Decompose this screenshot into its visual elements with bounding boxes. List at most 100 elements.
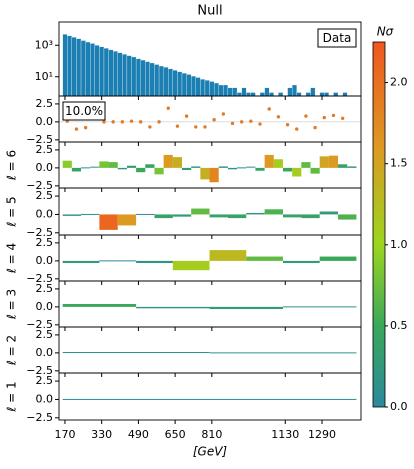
point [184, 114, 189, 118]
segment-bar [237, 167, 247, 169]
segment-bar [319, 156, 329, 168]
y-tick-label: 2.5 [36, 328, 54, 341]
segment-bar [292, 167, 302, 177]
panel-frame [58, 372, 362, 421]
histogram-bar [223, 84, 229, 97]
segment-bar [163, 154, 173, 168]
histogram-bar [264, 87, 270, 97]
point [120, 120, 125, 124]
point [157, 120, 161, 124]
segment-bar [71, 167, 82, 172]
panel-label: ℓ = 6 [5, 150, 19, 181]
x-tick-label: 490 [128, 428, 149, 441]
segment-bar [209, 250, 247, 261]
histogram-bar [236, 92, 242, 97]
histogram-bar [76, 38, 82, 97]
panel-label: ℓ = 3 [5, 289, 19, 320]
segment-bar [209, 214, 228, 218]
segment-bar [328, 155, 339, 168]
segment-bar [246, 256, 283, 261]
segment-bar [282, 260, 320, 264]
histogram-bar [145, 61, 151, 97]
histogram-bar [99, 46, 105, 97]
segment-bar [338, 214, 357, 220]
y-tick-label: −2.5 [26, 272, 53, 285]
colorbar-tick-label: 1.0 [390, 238, 408, 251]
segment-bar [246, 166, 256, 168]
point [138, 120, 143, 124]
point [230, 121, 235, 126]
histogram-bar [209, 81, 215, 97]
histogram-bar [296, 92, 302, 97]
segment-bar [218, 166, 228, 168]
histogram-bar [181, 72, 187, 97]
segment-bar [99, 260, 137, 262]
point [322, 115, 326, 120]
segment-bar [191, 166, 201, 168]
point [331, 113, 336, 118]
y-tick-label: −2.5 [26, 179, 53, 192]
y-tick-label: 0.0 [36, 346, 54, 359]
panel-label: ℓ = 2 [5, 335, 19, 366]
segment-bar [62, 304, 137, 307]
segment-bar [117, 214, 137, 226]
histogram-bar [94, 45, 100, 97]
histogram-bar [186, 74, 192, 97]
histogram-bar [232, 87, 238, 97]
histogram-bar [154, 64, 160, 97]
x-axis-label: [GeV] [193, 445, 228, 459]
y-tick-label: 2.5 [36, 143, 54, 156]
segment-bar [108, 162, 118, 168]
histogram-bar [135, 58, 141, 97]
histogram-bar [103, 48, 109, 97]
segment-bar [310, 167, 320, 174]
y-tick-label: 2.5 [36, 97, 54, 110]
point [276, 115, 281, 119]
panel-label: ℓ = 5 [5, 196, 19, 227]
point [83, 125, 88, 130]
x-tick-label: 170 [54, 428, 75, 441]
x-tick-label: 330 [91, 428, 112, 441]
segment-bar [273, 159, 283, 168]
y-tick-label: 0.0 [36, 161, 54, 174]
segment-bar [182, 167, 192, 171]
point [194, 125, 198, 129]
point [239, 120, 244, 124]
point [249, 119, 253, 123]
histogram-bar [324, 92, 330, 97]
y-tick-label: 2.5 [36, 236, 54, 249]
histogram-bar [250, 92, 256, 97]
segment-bar [62, 260, 100, 264]
segment-bar [255, 167, 265, 171]
histogram-bar [213, 82, 219, 97]
segment-bar [62, 160, 72, 168]
point [285, 123, 290, 127]
segment-bar [227, 167, 238, 170]
segment-bar [154, 214, 173, 219]
y-tick-label: −2.5 [26, 411, 53, 424]
y-tick-label: 0.0 [36, 392, 54, 405]
point [111, 120, 115, 124]
segment-bar [136, 260, 173, 264]
segment-bar [227, 214, 247, 219]
segment-bar [81, 167, 91, 169]
segment-bar [136, 306, 210, 309]
y-tick-label: 0.0 [36, 254, 54, 267]
legend-label: Data [323, 31, 352, 45]
segment-bar [209, 352, 357, 354]
point [267, 107, 271, 111]
histogram-bar [310, 87, 316, 97]
colorbar-tick-label: 1.5 [390, 157, 408, 170]
panel-label: ℓ = 1 [5, 381, 19, 412]
y-tick-label: 2.5 [36, 374, 54, 387]
histogram-bar [62, 34, 68, 97]
histogram-bar [108, 49, 114, 97]
segment-bar [62, 352, 210, 354]
panel-frame [58, 326, 362, 374]
segment-bar [99, 214, 118, 230]
segment-bar [154, 167, 164, 175]
histogram-bar [149, 62, 155, 97]
annotation: 10.0% [65, 104, 103, 118]
segment-bar [264, 209, 283, 215]
